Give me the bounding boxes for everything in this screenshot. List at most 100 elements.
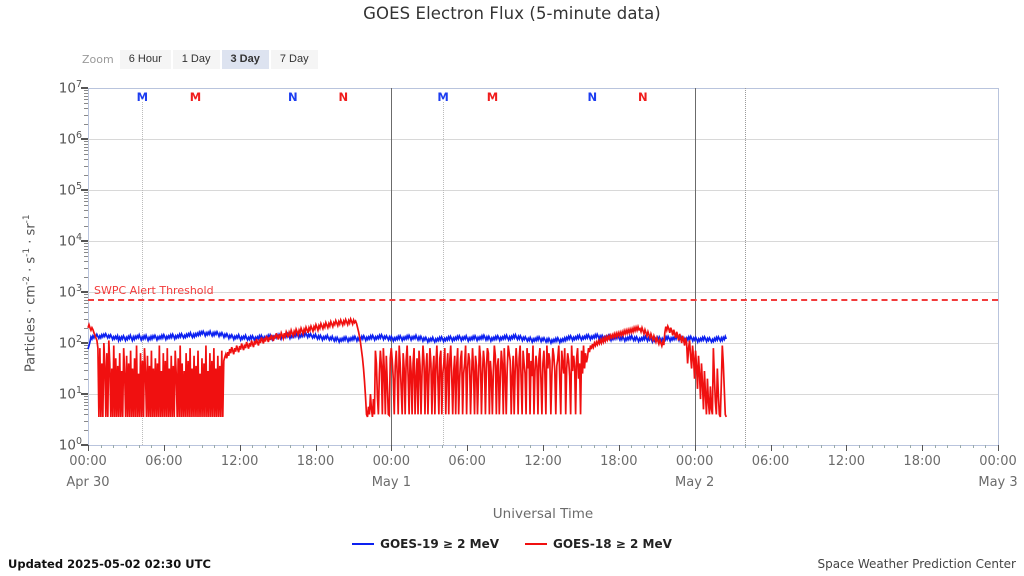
x-tick-minor [858, 445, 860, 448]
legend-label-goes-18: GOES-18 ≥ 2 MeV [553, 537, 672, 551]
x-tick-minor [454, 445, 456, 448]
gridline-horizontal [88, 139, 998, 140]
y-tick-minor [84, 409, 88, 411]
series-line-goes-18 [87, 316, 728, 418]
zoom-button-7-day[interactable]: 7 Day [270, 50, 318, 69]
y-tick-minor [84, 307, 88, 309]
flare-marker-n[interactable]: N [338, 90, 349, 104]
x-tick-minor [909, 445, 911, 448]
x-tick-major [543, 445, 544, 451]
y-axis-tick-label: 101 [58, 385, 82, 403]
flare-marker-m[interactable]: M [486, 90, 499, 104]
x-tick-minor [290, 445, 292, 448]
y-tick-minor [84, 205, 88, 207]
x-tick-minor [833, 445, 835, 448]
x-tick-major [922, 445, 924, 451]
y-tick-major [81, 189, 88, 191]
y-axis-tick-label: 105 [58, 181, 82, 199]
x-tick-minor [403, 445, 405, 448]
flare-marker-m[interactable]: M [437, 90, 449, 104]
source-attribution: Space Weather Prediction Center [817, 557, 1016, 571]
flare-marker-n[interactable]: N [638, 90, 648, 104]
y-tick-minor [84, 92, 88, 94]
y-tick-minor [84, 414, 88, 416]
x-tick-minor [707, 445, 709, 448]
x-axis-tick-label: 06:00 [751, 454, 790, 469]
x-tick-minor [960, 445, 962, 448]
y-tick-minor [84, 150, 88, 152]
y-axis-title-text: Particles · cm-2 · s-1 · sr-1 [22, 214, 39, 372]
x-axis-tick-label: 12:00 [827, 454, 866, 469]
y-tick-minor [84, 398, 88, 400]
y-tick-minor [84, 327, 88, 329]
flare-marker-m[interactable]: M [136, 90, 149, 104]
flare-marker-m[interactable]: M [189, 90, 202, 104]
x-tick-minor [631, 445, 633, 448]
y-tick-minor [84, 429, 88, 431]
x-tick-minor [606, 445, 608, 448]
x-axis-tick-label: 12:00 [524, 454, 562, 469]
y-tick-minor [84, 350, 88, 352]
y-tick-minor [84, 159, 88, 161]
y-tick-minor [84, 165, 88, 167]
x-tick-minor [176, 445, 178, 448]
y-axis-tick-label: 100 [58, 436, 82, 454]
zoom-button-6-hour[interactable]: 6 Hour [119, 50, 171, 69]
zoom-button-1-day[interactable]: 1 Day [172, 50, 220, 69]
x-tick-minor [745, 445, 747, 448]
y-tick-minor [84, 141, 88, 143]
x-tick-minor [277, 445, 279, 448]
y-tick-minor [84, 363, 88, 365]
x-tick-minor [580, 445, 582, 448]
x-tick-minor [441, 445, 443, 448]
y-tick-minor [84, 245, 88, 247]
x-axis-date-label: May 1 [371, 475, 411, 490]
x-tick-major [391, 445, 393, 451]
y-tick-minor [84, 210, 88, 212]
y-tick-major [81, 444, 88, 446]
x-tick-minor [530, 445, 532, 448]
x-tick-minor [783, 445, 785, 448]
y-tick-minor [84, 256, 88, 258]
flare-marker-n[interactable]: N [587, 90, 598, 104]
y-tick-minor [84, 216, 88, 218]
y-tick-major [81, 342, 88, 344]
y-tick-minor [84, 378, 88, 380]
flare-marker-guideline [443, 102, 445, 445]
x-tick-major [163, 445, 165, 451]
y-tick-minor [84, 396, 88, 398]
x-tick-minor [934, 445, 936, 448]
swpc-alert-threshold-line [88, 299, 998, 302]
y-tick-minor [84, 123, 88, 125]
x-tick-minor [972, 445, 974, 448]
y-tick-minor [84, 354, 88, 356]
y-tick-major [81, 87, 88, 89]
legend-item-goes-19: GOES-19 ≥ 2 MeV [352, 537, 499, 551]
y-tick-minor [84, 146, 88, 148]
y-tick-minor [84, 154, 88, 156]
zoom-button-3-day[interactable]: 3 Day [221, 50, 269, 69]
x-tick-minor [189, 445, 191, 448]
x-tick-minor [593, 445, 595, 448]
y-tick-minor [84, 312, 88, 314]
y-tick-minor [84, 299, 88, 301]
y-tick-minor [84, 345, 88, 347]
x-axis-date-label: May 2 [675, 475, 715, 490]
x-axis-title: Universal Time [492, 506, 594, 522]
x-axis-tick-label: 00:00 [372, 454, 411, 469]
y-tick-minor [84, 261, 88, 263]
x-tick-major [239, 445, 241, 451]
y-tick-major [81, 138, 88, 140]
x-tick-major [998, 445, 999, 451]
x-tick-major [88, 445, 89, 451]
series-line-goes-19 [87, 328, 728, 350]
x-axis-tick-label: 18:00 [903, 454, 941, 469]
x-tick-minor [378, 445, 380, 448]
x-tick-minor [416, 445, 418, 448]
flare-marker-n[interactable]: N [287, 90, 298, 104]
x-axis-tick-label: 12:00 [220, 454, 259, 469]
x-tick-minor [479, 445, 481, 448]
x-tick-minor [302, 445, 304, 448]
x-tick-minor [555, 445, 557, 448]
